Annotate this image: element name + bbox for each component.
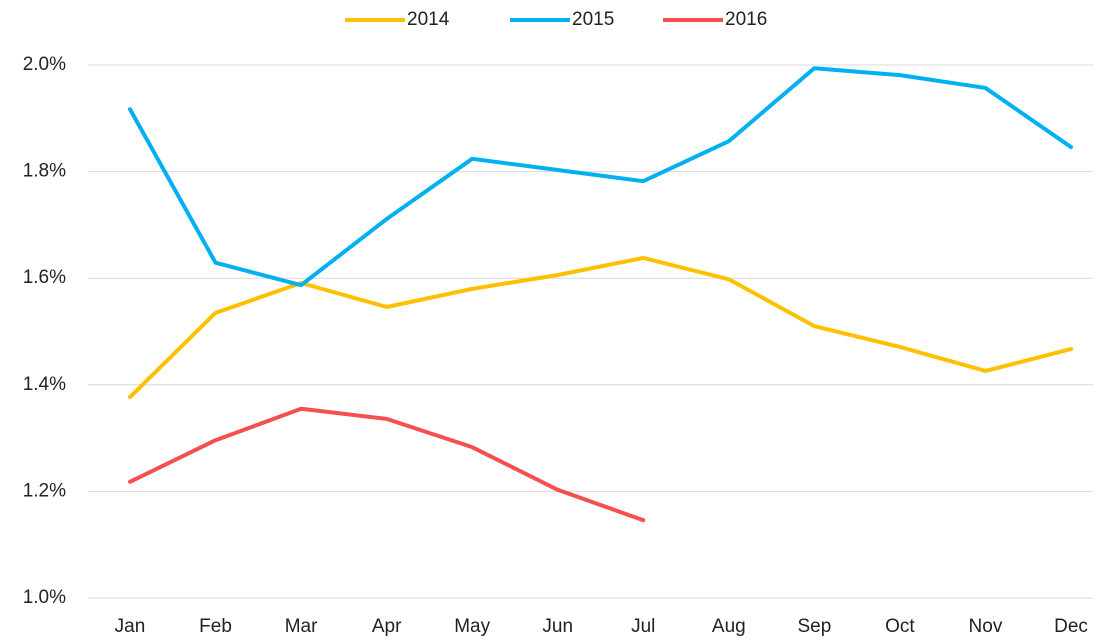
x-tick-label: Apr [372,616,402,637]
x-tick-label: Mar [285,616,318,637]
x-tick-label: Jul [631,616,655,637]
x-tick-label: Dec [1054,616,1088,637]
x-tick-label: Jan [115,616,146,637]
x-tick-label: Oct [885,616,915,637]
x-tick-label: Jun [542,616,573,637]
x-tick-label: Feb [199,616,232,637]
y-tick-label: 1.0% [23,587,66,608]
legend-label: 2016 [725,9,767,30]
y-tick-label: 1.8% [23,161,66,182]
y-tick-label: 1.6% [23,267,66,288]
legend-label: 2015 [572,9,614,30]
x-tick-label: Nov [969,616,1003,637]
x-tick-label: Aug [712,616,746,637]
y-tick-label: 2.0% [23,54,66,75]
legend-label: 2014 [407,9,450,30]
series-line [128,406,646,523]
x-tick-label: May [454,616,490,637]
series-line [128,255,1073,400]
series-line [128,66,1073,288]
y-tick-label: 1.4% [23,374,66,395]
x-tick-label: Sep [797,616,831,637]
y-tick-label: 1.2% [23,480,66,501]
